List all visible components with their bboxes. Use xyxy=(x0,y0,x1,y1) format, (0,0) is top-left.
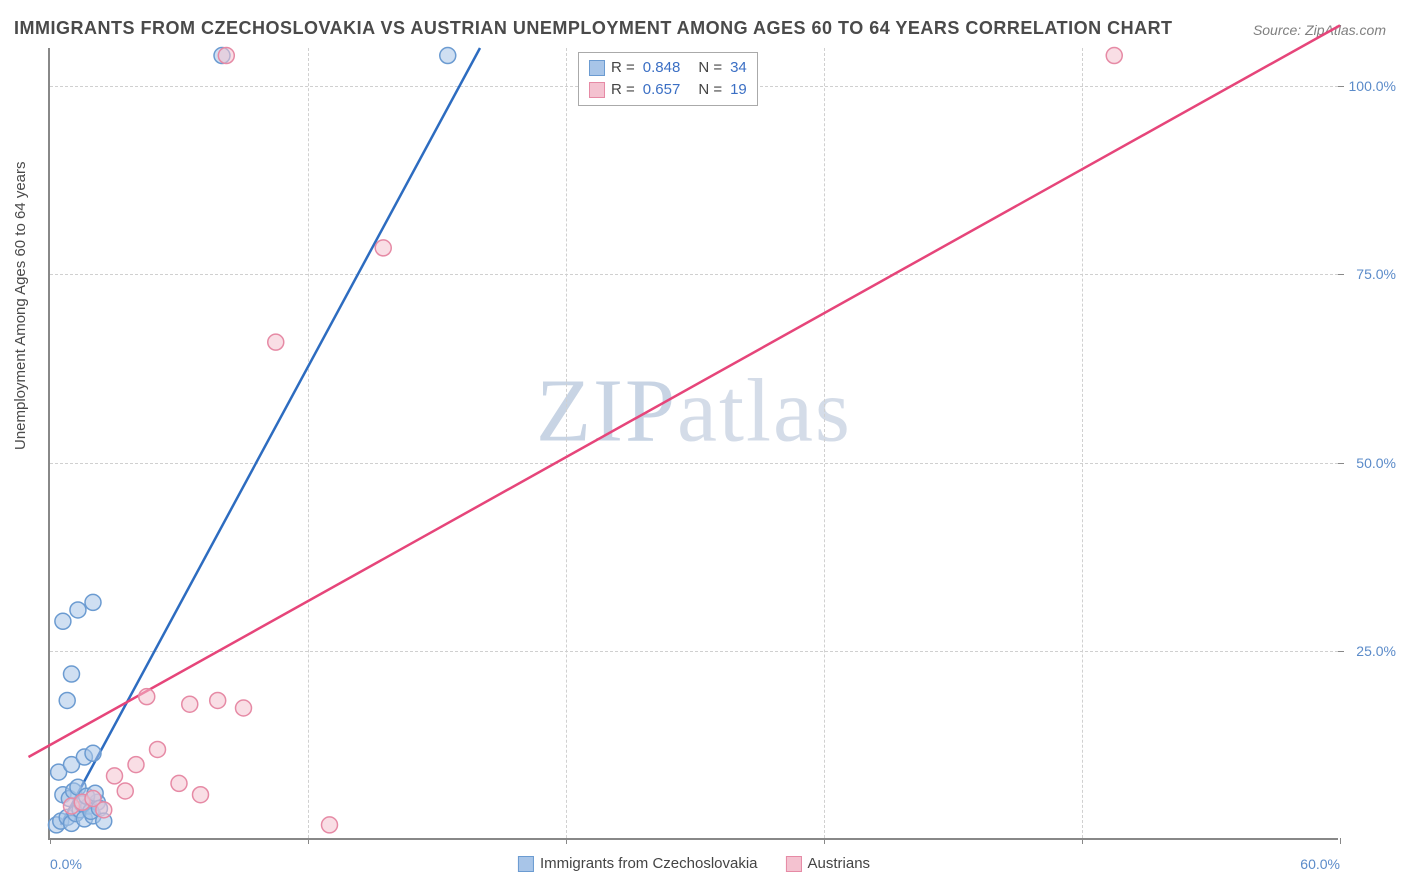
data-point xyxy=(55,613,71,629)
series1-name: Immigrants from Czechoslovakia xyxy=(540,855,758,872)
data-point xyxy=(268,334,284,350)
data-point xyxy=(440,48,456,64)
x-tick-label: 60.0% xyxy=(1300,856,1340,872)
swatch-series2 xyxy=(589,82,605,98)
data-point xyxy=(139,689,155,705)
data-point xyxy=(171,775,187,791)
tick-mark xyxy=(1082,838,1083,844)
swatch-series2-bottom xyxy=(786,856,802,872)
data-point xyxy=(85,594,101,610)
data-point xyxy=(218,48,234,64)
scatter-points xyxy=(48,48,1122,833)
y-tick-label: 100.0% xyxy=(1344,78,1396,94)
regression-line xyxy=(29,25,1341,757)
data-point xyxy=(128,757,144,773)
chart-title: IMMIGRANTS FROM CZECHOSLOVAKIA VS AUSTRI… xyxy=(14,18,1173,39)
data-point xyxy=(96,802,112,818)
tick-mark xyxy=(308,838,309,844)
data-point xyxy=(70,602,86,618)
data-point xyxy=(117,783,133,799)
data-point xyxy=(182,696,198,712)
data-point xyxy=(193,787,209,803)
data-point xyxy=(150,741,166,757)
tick-mark xyxy=(1338,274,1344,275)
swatch-series1 xyxy=(589,60,605,76)
chart-svg xyxy=(50,48,1338,838)
legend-row-series1: R = 0.848 N = 34 xyxy=(589,57,747,79)
tick-mark xyxy=(824,838,825,844)
y-tick-label: 50.0% xyxy=(1344,455,1396,471)
swatch-series1-bottom xyxy=(518,856,534,872)
series2-name: Austrians xyxy=(808,855,871,872)
y-tick-label: 75.0% xyxy=(1344,266,1396,282)
regression-line xyxy=(61,48,480,825)
n-value-series1: 34 xyxy=(730,57,747,79)
r-label: R = xyxy=(611,79,635,101)
tick-mark xyxy=(1338,651,1344,652)
legend-item-series2: Austrians xyxy=(786,855,871,872)
y-tick-label: 25.0% xyxy=(1344,643,1396,659)
tick-mark xyxy=(566,838,567,844)
legend-row-series2: R = 0.657 N = 19 xyxy=(589,79,747,101)
r-value-series2: 0.657 xyxy=(643,79,681,101)
data-point xyxy=(64,666,80,682)
legend-item-series1: Immigrants from Czechoslovakia xyxy=(518,855,758,872)
r-value-series1: 0.848 xyxy=(643,57,681,79)
n-label: N = xyxy=(698,79,722,101)
data-point xyxy=(107,768,123,784)
data-point xyxy=(85,745,101,761)
data-point xyxy=(375,240,391,256)
data-point xyxy=(59,692,75,708)
n-label: N = xyxy=(698,57,722,79)
data-point xyxy=(236,700,252,716)
plot-area: ZIPatlas 25.0%50.0%75.0%100.0%0.0%60.0% … xyxy=(48,48,1338,840)
regression-lines xyxy=(29,25,1341,825)
x-tick-label: 0.0% xyxy=(50,856,82,872)
y-axis-label: Unemployment Among Ages 60 to 64 years xyxy=(12,161,29,450)
correlation-legend: R = 0.848 N = 34 R = 0.657 N = 19 xyxy=(578,52,758,106)
tick-mark xyxy=(1340,838,1341,844)
data-point xyxy=(322,817,338,833)
series-legend: Immigrants from Czechoslovakia Austrians xyxy=(518,855,870,872)
r-label: R = xyxy=(611,57,635,79)
data-point xyxy=(210,692,226,708)
tick-mark xyxy=(50,838,51,844)
data-point xyxy=(1106,48,1122,64)
n-value-series2: 19 xyxy=(730,79,747,101)
tick-mark xyxy=(1338,463,1344,464)
tick-mark xyxy=(1338,86,1344,87)
